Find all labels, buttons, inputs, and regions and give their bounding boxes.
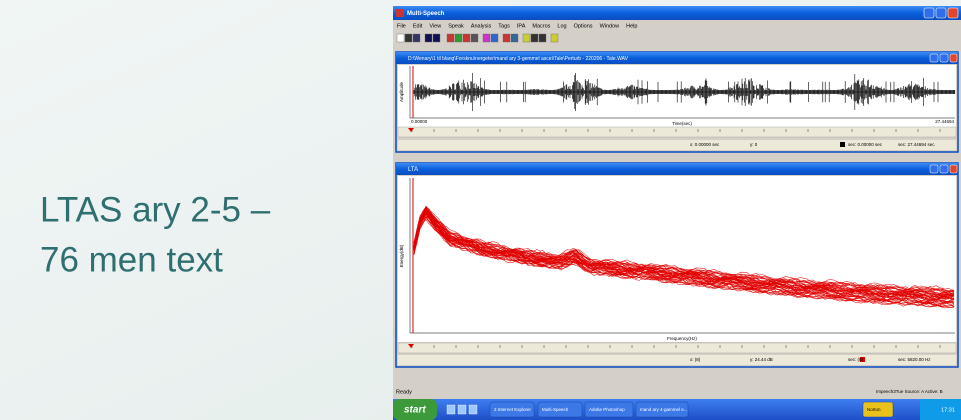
- menu-item[interactable]: View: [429, 23, 441, 29]
- toolbar-icon[interactable]: [405, 34, 412, 42]
- lta-close[interactable]: [950, 165, 957, 173]
- toolbar-icon[interactable]: [413, 34, 420, 42]
- task-button-label[interactable]: 2 Internet Explorer: [494, 407, 532, 412]
- task-button-label[interactable]: Multi-Speech: [542, 407, 569, 412]
- toolbar-icon[interactable]: [455, 34, 462, 42]
- quick-launch-icon[interactable]: [469, 405, 477, 414]
- slide: LTAS ary 2-5 – 76 men text Multi-Speech …: [0, 0, 961, 420]
- toolbar-icon[interactable]: [531, 34, 538, 42]
- toolbar-icon[interactable]: [433, 34, 440, 42]
- lta-title: LTA: [408, 167, 418, 173]
- task-button-label[interactable]: Adobe Photoshop: [589, 407, 625, 412]
- wave-x-end: 27.44694: [935, 119, 954, 124]
- toolbar-icon[interactable]: [551, 34, 558, 42]
- screenshot: Multi-Speech File Edit View Speak Analysis Ta…: [393, 6, 961, 420]
- lta-titlebar: [396, 163, 958, 175]
- toolbar-icon[interactable]: [471, 34, 478, 42]
- readout: sec: 5820.00 Hz: [898, 357, 931, 362]
- menu-item[interactable]: Options: [574, 23, 593, 29]
- toolbar-icon[interactable]: [463, 34, 470, 42]
- wave-maximize[interactable]: [940, 54, 948, 62]
- status-text: Ready: [396, 389, 412, 395]
- wave-ruler: [398, 127, 956, 137]
- slide-title-line: 76 men text: [40, 240, 223, 279]
- lta-ruler: [398, 343, 956, 353]
- readout: sec: 0.00000 sec: [848, 142, 883, 147]
- status-right: Impeech3Tue Source: A Active: B: [876, 389, 943, 394]
- app-titlebar: [393, 6, 961, 20]
- page: {"slide": {"title_lines": ["LTAS ary 2-5…: [0, 0, 961, 420]
- lta-minimize[interactable]: [930, 165, 938, 173]
- toolbar-icon[interactable]: [491, 34, 498, 42]
- toolbar-icon[interactable]: [511, 34, 518, 42]
- readout: y: 0: [750, 142, 758, 147]
- app-title: Multi-Speech: [407, 11, 445, 17]
- wave-y-label: Amplitude: [399, 82, 404, 103]
- toolbar-icon[interactable]: [483, 34, 490, 42]
- lta-readout-bar: [398, 355, 956, 365]
- menu-item[interactable]: IPA: [517, 23, 526, 29]
- readout: x: 0.00000 sec: [690, 142, 720, 147]
- lta-maximize[interactable]: [940, 165, 948, 173]
- toolbar-icon[interactable]: [503, 34, 510, 42]
- minimize-button[interactable]: [924, 8, 934, 18]
- menu-item[interactable]: Edit: [413, 23, 423, 29]
- start-label[interactable]: start: [404, 405, 426, 416]
- task-button-label[interactable]: Norton: [867, 407, 881, 412]
- wave-marker: [840, 142, 845, 147]
- menu-item[interactable]: Tags: [498, 23, 510, 29]
- toolbar-icon[interactable]: [447, 34, 454, 42]
- readout: y: 24.44 dB: [750, 357, 773, 362]
- menu-item[interactable]: File: [397, 23, 406, 29]
- toolbar-icon[interactable]: [523, 34, 530, 42]
- clock: 17:31: [941, 407, 955, 413]
- close-button[interactable]: [948, 8, 958, 18]
- readout: sec: 27.44694 sec: [898, 142, 935, 147]
- lta-x-label: Frequency(Hz): [667, 336, 697, 341]
- readout: x: (8): [690, 357, 701, 362]
- quick-launch-icon[interactable]: [447, 405, 455, 414]
- wave-close[interactable]: [950, 54, 957, 62]
- toolbar-icon[interactable]: [425, 34, 432, 42]
- menu-item[interactable]: Window: [600, 23, 620, 29]
- menu-item[interactable]: Help: [626, 23, 637, 29]
- toolbar-icon[interactable]: [539, 34, 546, 42]
- quick-launch-icon[interactable]: [458, 405, 466, 414]
- lta-plot: [398, 176, 956, 342]
- slide-title-line: LTAS ary 2-5 –: [40, 190, 271, 229]
- task-button-label[interactable]: mand ary 4-gammel e...: [640, 407, 688, 412]
- menu-item[interactable]: Analysis: [471, 23, 492, 29]
- app-icon: [396, 9, 404, 17]
- wave-minimize[interactable]: [930, 54, 938, 62]
- menu-item[interactable]: Log: [557, 23, 566, 29]
- menu-item[interactable]: Macros: [532, 23, 550, 29]
- menu-bar: File Edit View Speak Analysis Tags IPA Macros Lo…: [397, 23, 637, 29]
- maximize-button[interactable]: [936, 8, 946, 18]
- lta-y-label: Energy(dB): [399, 244, 404, 267]
- readout: sec: (8): [848, 357, 864, 362]
- wave-title: D:\Wenary\1 til blang\Forsknu\nergeter\m…: [408, 56, 629, 62]
- wave-x-label: Time(sec): [672, 121, 692, 126]
- wave-x-start: 0.00000: [411, 119, 428, 124]
- menu-item[interactable]: Speak: [448, 23, 464, 29]
- toolbar-icon[interactable]: [397, 34, 404, 42]
